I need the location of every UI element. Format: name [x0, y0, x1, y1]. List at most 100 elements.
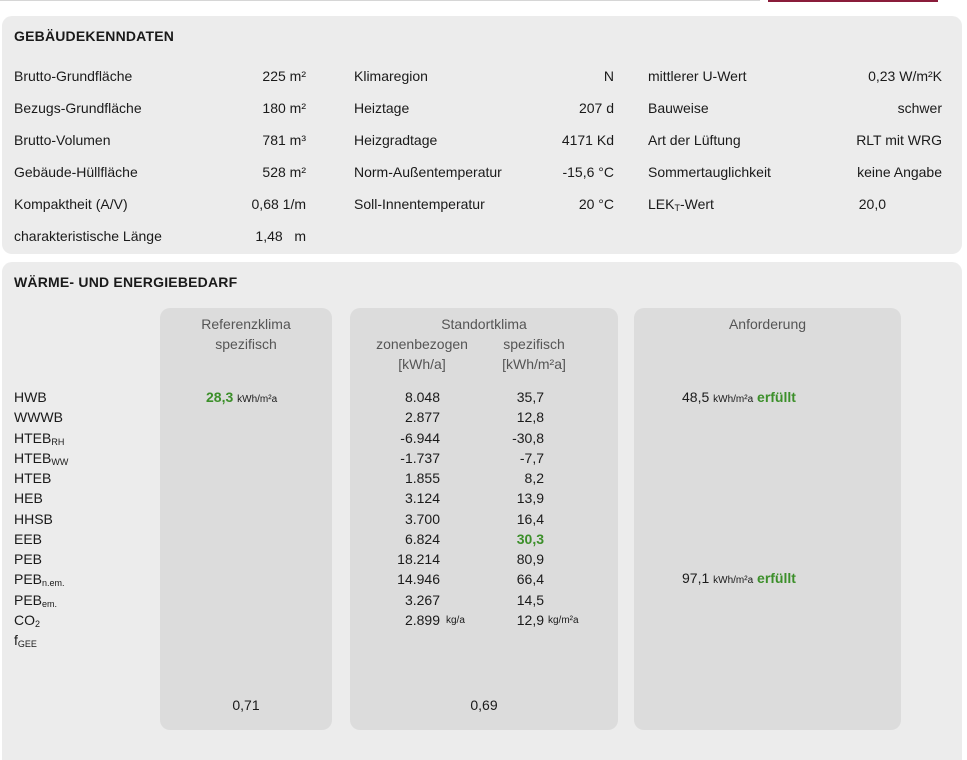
row-label-sub: RH — [51, 437, 65, 447]
row-spezifisch-value: 13,9 — [516, 490, 544, 506]
row-label-main: EEB — [14, 531, 43, 547]
value-charakteristische-laenge: 1,48 m — [255, 228, 306, 244]
row-zonenbezogen-value: 1.855 — [404, 470, 440, 486]
energiebedarf-title: WÄRME- UND ENERGIEBEDARF — [14, 274, 238, 290]
header-anforderung: Anforderung — [728, 316, 807, 332]
eeb-status: erfüllt — [757, 570, 796, 586]
fgee-standort: 0,69 — [470, 697, 498, 713]
value-bauweise: schwer — [897, 100, 942, 116]
co2-spez-unit: kg/m²a — [548, 615, 579, 626]
row-spezifisch-value: 12,8 — [516, 409, 544, 425]
row-spezifisch-value: 8,2 — [524, 470, 544, 486]
row-spezifisch-value: 30,3 — [516, 531, 544, 547]
lek-sub: T — [674, 203, 680, 213]
anforderung-column — [634, 308, 901, 730]
row-label-sub: GEE — [17, 639, 37, 649]
row-label: PEBn.em. — [14, 571, 65, 588]
fgee-referenz: 0,71 — [232, 697, 260, 713]
row-label: fGEE — [14, 632, 37, 649]
row-label-main: HHSB — [14, 511, 53, 527]
value-klimaregion: N — [603, 68, 614, 84]
row-label: PEBem. — [14, 592, 57, 609]
eeb-anforderung-unit: kWh/m²a — [713, 575, 754, 586]
value-soll-innentemperatur: 20 °C — [578, 196, 614, 212]
referenzklima-column — [160, 308, 332, 730]
eeb-anforderung: 97,1 kWh/m²a erfüllt — [682, 570, 796, 586]
co2-zonen-unit: kg/a — [446, 615, 465, 626]
row-zonenbezogen-value: 3.124 — [404, 490, 440, 506]
label-gebaeude-huellflaeche: Gebäude-Hüllfläche — [14, 164, 138, 180]
value-norm-aussentemperatur: -15,6 °C — [562, 164, 614, 180]
value-brutto-grundflaeche: 225 m² — [262, 68, 306, 84]
value-heizgradtage: 4171 Kd — [561, 132, 614, 148]
row-label-sub: n.em. — [42, 578, 65, 588]
label-lek-wert: LEKT-Wert — [648, 196, 714, 213]
label-art-der-lueftung: Art der Lüftung — [648, 132, 741, 148]
label-norm-aussentemperatur: Norm-Außentemperatur — [354, 164, 502, 180]
energiebedarf-panel: WÄRME- UND ENERGIEBEDARF Referenzklima s… — [2, 262, 962, 760]
label-klimaregion: Klimaregion — [354, 68, 428, 84]
row-spezifisch-value: 12,9 — [516, 612, 544, 628]
label-sommertauglichkeit: Sommertauglichkeit — [648, 164, 771, 180]
label-charakteristische-laenge: charakteristische Länge — [14, 228, 162, 244]
row-label: CO2 — [14, 612, 40, 629]
row-label: PEB — [14, 551, 42, 567]
row-spezifisch-value: 16,4 — [516, 511, 544, 527]
hwb-referenz-value: 28,3 — [206, 389, 234, 405]
top-divider — [0, 0, 967, 2]
value-gebaeude-huellflaeche: 528 m² — [262, 164, 306, 180]
row-zonenbezogen-value: 14.946 — [397, 571, 440, 587]
label-brutto-volumen: Brutto-Volumen — [14, 132, 111, 148]
header-spezifisch: spezifisch — [503, 336, 565, 352]
label-soll-innentemperatur: Soll-Innentemperatur — [354, 196, 485, 212]
row-label-main: CO — [14, 612, 35, 628]
row-label-main: HEB — [14, 490, 43, 506]
value-lek-wert: 20,0 — [858, 196, 886, 212]
row-label: EEB — [14, 531, 42, 547]
top-accent-bar — [768, 0, 938, 2]
value-bezugs-grundflaeche: 180 m² — [262, 100, 306, 116]
hwb-anforderung-unit: kWh/m²a — [713, 394, 754, 405]
row-label-sub: 2 — [35, 619, 41, 629]
label-kompaktheit: Kompaktheit (A/V) — [14, 196, 128, 212]
row-zonenbezogen-value: 3.700 — [404, 511, 440, 527]
row-zonenbezogen-value: 6.824 — [404, 531, 440, 547]
row-label-main: HTEB — [14, 430, 52, 446]
header-zonenbezogen: zonenbezogen — [376, 336, 468, 352]
row-zonenbezogen-value: -6.944 — [400, 430, 440, 446]
row-label-main: PEB — [14, 571, 43, 587]
row-label: HTEB — [14, 470, 51, 486]
row-spezifisch-value: 14,5 — [516, 592, 544, 608]
row-label-main: HWB — [14, 389, 47, 405]
row-label-main: HTEB — [14, 450, 52, 466]
value-brutto-volumen: 781 m³ — [262, 132, 306, 148]
row-zonenbezogen-value: 2.877 — [404, 409, 440, 425]
hwb-status: erfüllt — [757, 389, 796, 405]
value-art-der-lueftung: RLT mit WRG — [856, 132, 942, 148]
row-zonenbezogen-value: -1.737 — [400, 450, 440, 466]
header-standortklima: Standortklima — [441, 316, 527, 332]
hwb-referenz: 28,3 kWh/m²a — [206, 389, 277, 405]
header-referenzklima-spezifisch: spezifisch — [215, 336, 277, 352]
hwb-referenz-unit: kWh/m²a — [237, 394, 278, 405]
header-referenzklima: Referenzklima — [201, 316, 291, 332]
row-label-sub: WW — [51, 457, 69, 467]
value-mittlerer-u-wert: 0,23 W/m²K — [868, 68, 942, 84]
label-heiztage: Heiztage — [354, 100, 410, 116]
value-heiztage: 207 d — [578, 100, 614, 116]
header-spezifisch-unit: [kWh/m²a] — [502, 356, 566, 372]
row-spezifisch-value: 66,4 — [516, 571, 544, 587]
label-bezugs-grundflaeche: Bezugs-Grundfläche — [14, 100, 142, 116]
row-label: HWB — [14, 389, 47, 405]
row-spezifisch-value: -7,7 — [519, 450, 544, 466]
row-label-sub: em. — [42, 599, 58, 609]
row-label: HHSB — [14, 511, 53, 527]
hwb-anforderung: 48,5 kWh/m²a erfüllt — [682, 389, 796, 405]
label-brutto-grundflaeche: Brutto-Grundfläche — [14, 68, 133, 84]
label-mittlerer-u-wert: mittlerer U-Wert — [648, 68, 747, 84]
row-label-main: WWWB — [14, 409, 63, 425]
row-label: WWWB — [14, 409, 63, 425]
row-spezifisch-value: 35,7 — [516, 389, 544, 405]
gebaeudekenndaten-title: GEBÄUDEKENNDATEN — [14, 28, 175, 44]
row-label-main: f — [14, 632, 18, 648]
